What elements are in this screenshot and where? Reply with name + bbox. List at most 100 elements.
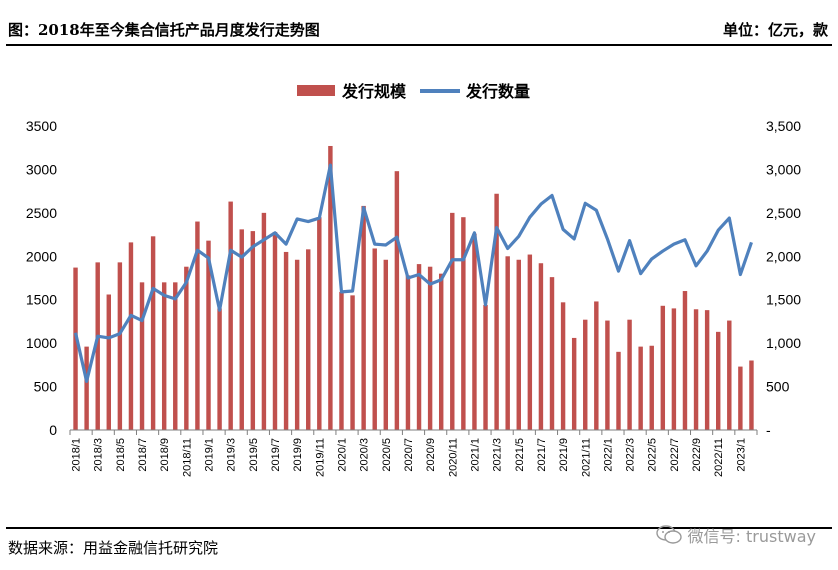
- x-tick-label: 2018/5: [115, 438, 127, 472]
- bar: [239, 229, 244, 430]
- x-tick-label: 2018/7: [137, 438, 149, 472]
- bar: [549, 277, 555, 430]
- bar: [660, 305, 666, 430]
- x-tick-label: 2019/11: [314, 438, 326, 477]
- bar: [372, 248, 377, 430]
- bar: [283, 251, 289, 430]
- left-tick-label: 500: [34, 379, 58, 395]
- bar: [73, 267, 78, 430]
- bar: [527, 254, 533, 430]
- x-tick-label: 2018/3: [93, 438, 105, 472]
- x-tick-label: 2020/9: [425, 438, 437, 472]
- bar: [294, 259, 300, 430]
- legend-line-label: 发行数量: [465, 82, 530, 101]
- bar: [306, 249, 311, 430]
- bar: [483, 304, 488, 430]
- bar: [560, 302, 566, 430]
- left-tick-label: 2500: [26, 205, 57, 221]
- x-tick-label: 2018/9: [159, 438, 171, 472]
- x-tick-label: 2019/7: [270, 438, 282, 472]
- bar: [727, 320, 732, 430]
- chart-title: 图：2018年至今集合信托产品月度发行走势图: [8, 21, 320, 39]
- bar: [394, 171, 400, 431]
- bar: [195, 221, 200, 430]
- x-tick-label: 2022/1: [602, 438, 614, 472]
- bar: [383, 259, 389, 430]
- bar: [361, 205, 366, 430]
- x-tick-label: 2021/1: [469, 438, 481, 472]
- bar: [693, 309, 699, 430]
- bar: [350, 295, 355, 430]
- header: 图：2018年至今集合信托产品月度发行走势图 单位：亿元，款: [0, 0, 838, 44]
- bar: [616, 351, 621, 430]
- x-tick-label: 2021/5: [514, 438, 526, 472]
- bar: [571, 337, 577, 430]
- x-tick-label: 2020/3: [359, 438, 371, 472]
- x-tick-label: 2021/11: [580, 438, 592, 477]
- x-tick-label: 2021/7: [536, 438, 548, 472]
- left-axis: 0 500 1000 1500 2000 2500 3000 3500: [26, 118, 57, 438]
- bar: [261, 212, 267, 430]
- x-tick-label: 2020/5: [381, 438, 393, 472]
- x-tick-label: 2019/9: [292, 438, 304, 472]
- right-tick-label: 3,000: [766, 161, 801, 177]
- legend: 发行规模 发行数量: [297, 82, 530, 101]
- bar: [461, 217, 466, 430]
- bar: [472, 233, 477, 430]
- top-rule: [6, 44, 832, 46]
- bar: [106, 294, 111, 430]
- x-tick-label: 2022/3: [625, 438, 637, 472]
- bar: [150, 236, 156, 430]
- left-tick-label: 1000: [26, 335, 57, 351]
- bar: [405, 275, 411, 430]
- bar: [450, 212, 455, 430]
- unit-label: 单位：亿元，款: [722, 21, 828, 39]
- right-tick-label: 1,000: [766, 335, 801, 351]
- x-tick-label: 2022/9: [691, 438, 703, 472]
- x-tick-label: 2022/11: [713, 438, 725, 477]
- bar: [583, 319, 588, 430]
- bar: [505, 256, 510, 430]
- bar: [328, 145, 333, 430]
- right-tick-label: -: [766, 422, 771, 438]
- bar: [161, 282, 167, 430]
- left-tick-label: 0: [49, 422, 57, 438]
- bottom-rule: [6, 527, 832, 529]
- bar: [416, 264, 422, 430]
- left-tick-label: 2000: [26, 248, 57, 264]
- x-tick-label: 2020/1: [336, 438, 348, 472]
- bar: [516, 259, 521, 430]
- bar: [250, 231, 256, 430]
- bar: [494, 193, 499, 430]
- bar: [84, 346, 89, 430]
- chart: 发行规模 发行数量 0 500 1000 1500 2000 2500 3000 3500 -…: [26, 82, 801, 477]
- bar: [184, 266, 189, 430]
- bar: [749, 360, 754, 430]
- left-tick-label: 3500: [26, 118, 57, 134]
- bar: [128, 242, 134, 430]
- x-tick-label: 2018/11: [181, 438, 193, 477]
- x-tick-label: 2021/9: [558, 438, 570, 472]
- bar: [704, 310, 710, 430]
- right-tick-label: 2,500: [766, 205, 801, 221]
- bar: [95, 262, 100, 430]
- right-tick-label: 500: [766, 379, 790, 395]
- legend-bar-swatch: [297, 85, 335, 96]
- watermark: 微信号: trustway: [655, 523, 816, 547]
- watermark-text: 微信号: trustway: [687, 527, 816, 546]
- right-tick-label: 2,000: [766, 248, 801, 264]
- bar: [217, 308, 222, 430]
- bar: [272, 231, 278, 430]
- bar: [638, 346, 643, 430]
- bar: [671, 308, 677, 430]
- bar: [594, 301, 599, 430]
- bar: [538, 263, 544, 430]
- x-tick-label: 2019/3: [226, 438, 238, 472]
- bar: [438, 273, 444, 430]
- legend-bar-label: 发行规模: [341, 82, 407, 101]
- right-tick-label: 3,500: [766, 118, 801, 134]
- x-tick-label: 2020/7: [403, 438, 415, 472]
- x-tick-label: 2021/3: [492, 438, 504, 472]
- bar: [117, 262, 123, 430]
- bar: [339, 291, 344, 430]
